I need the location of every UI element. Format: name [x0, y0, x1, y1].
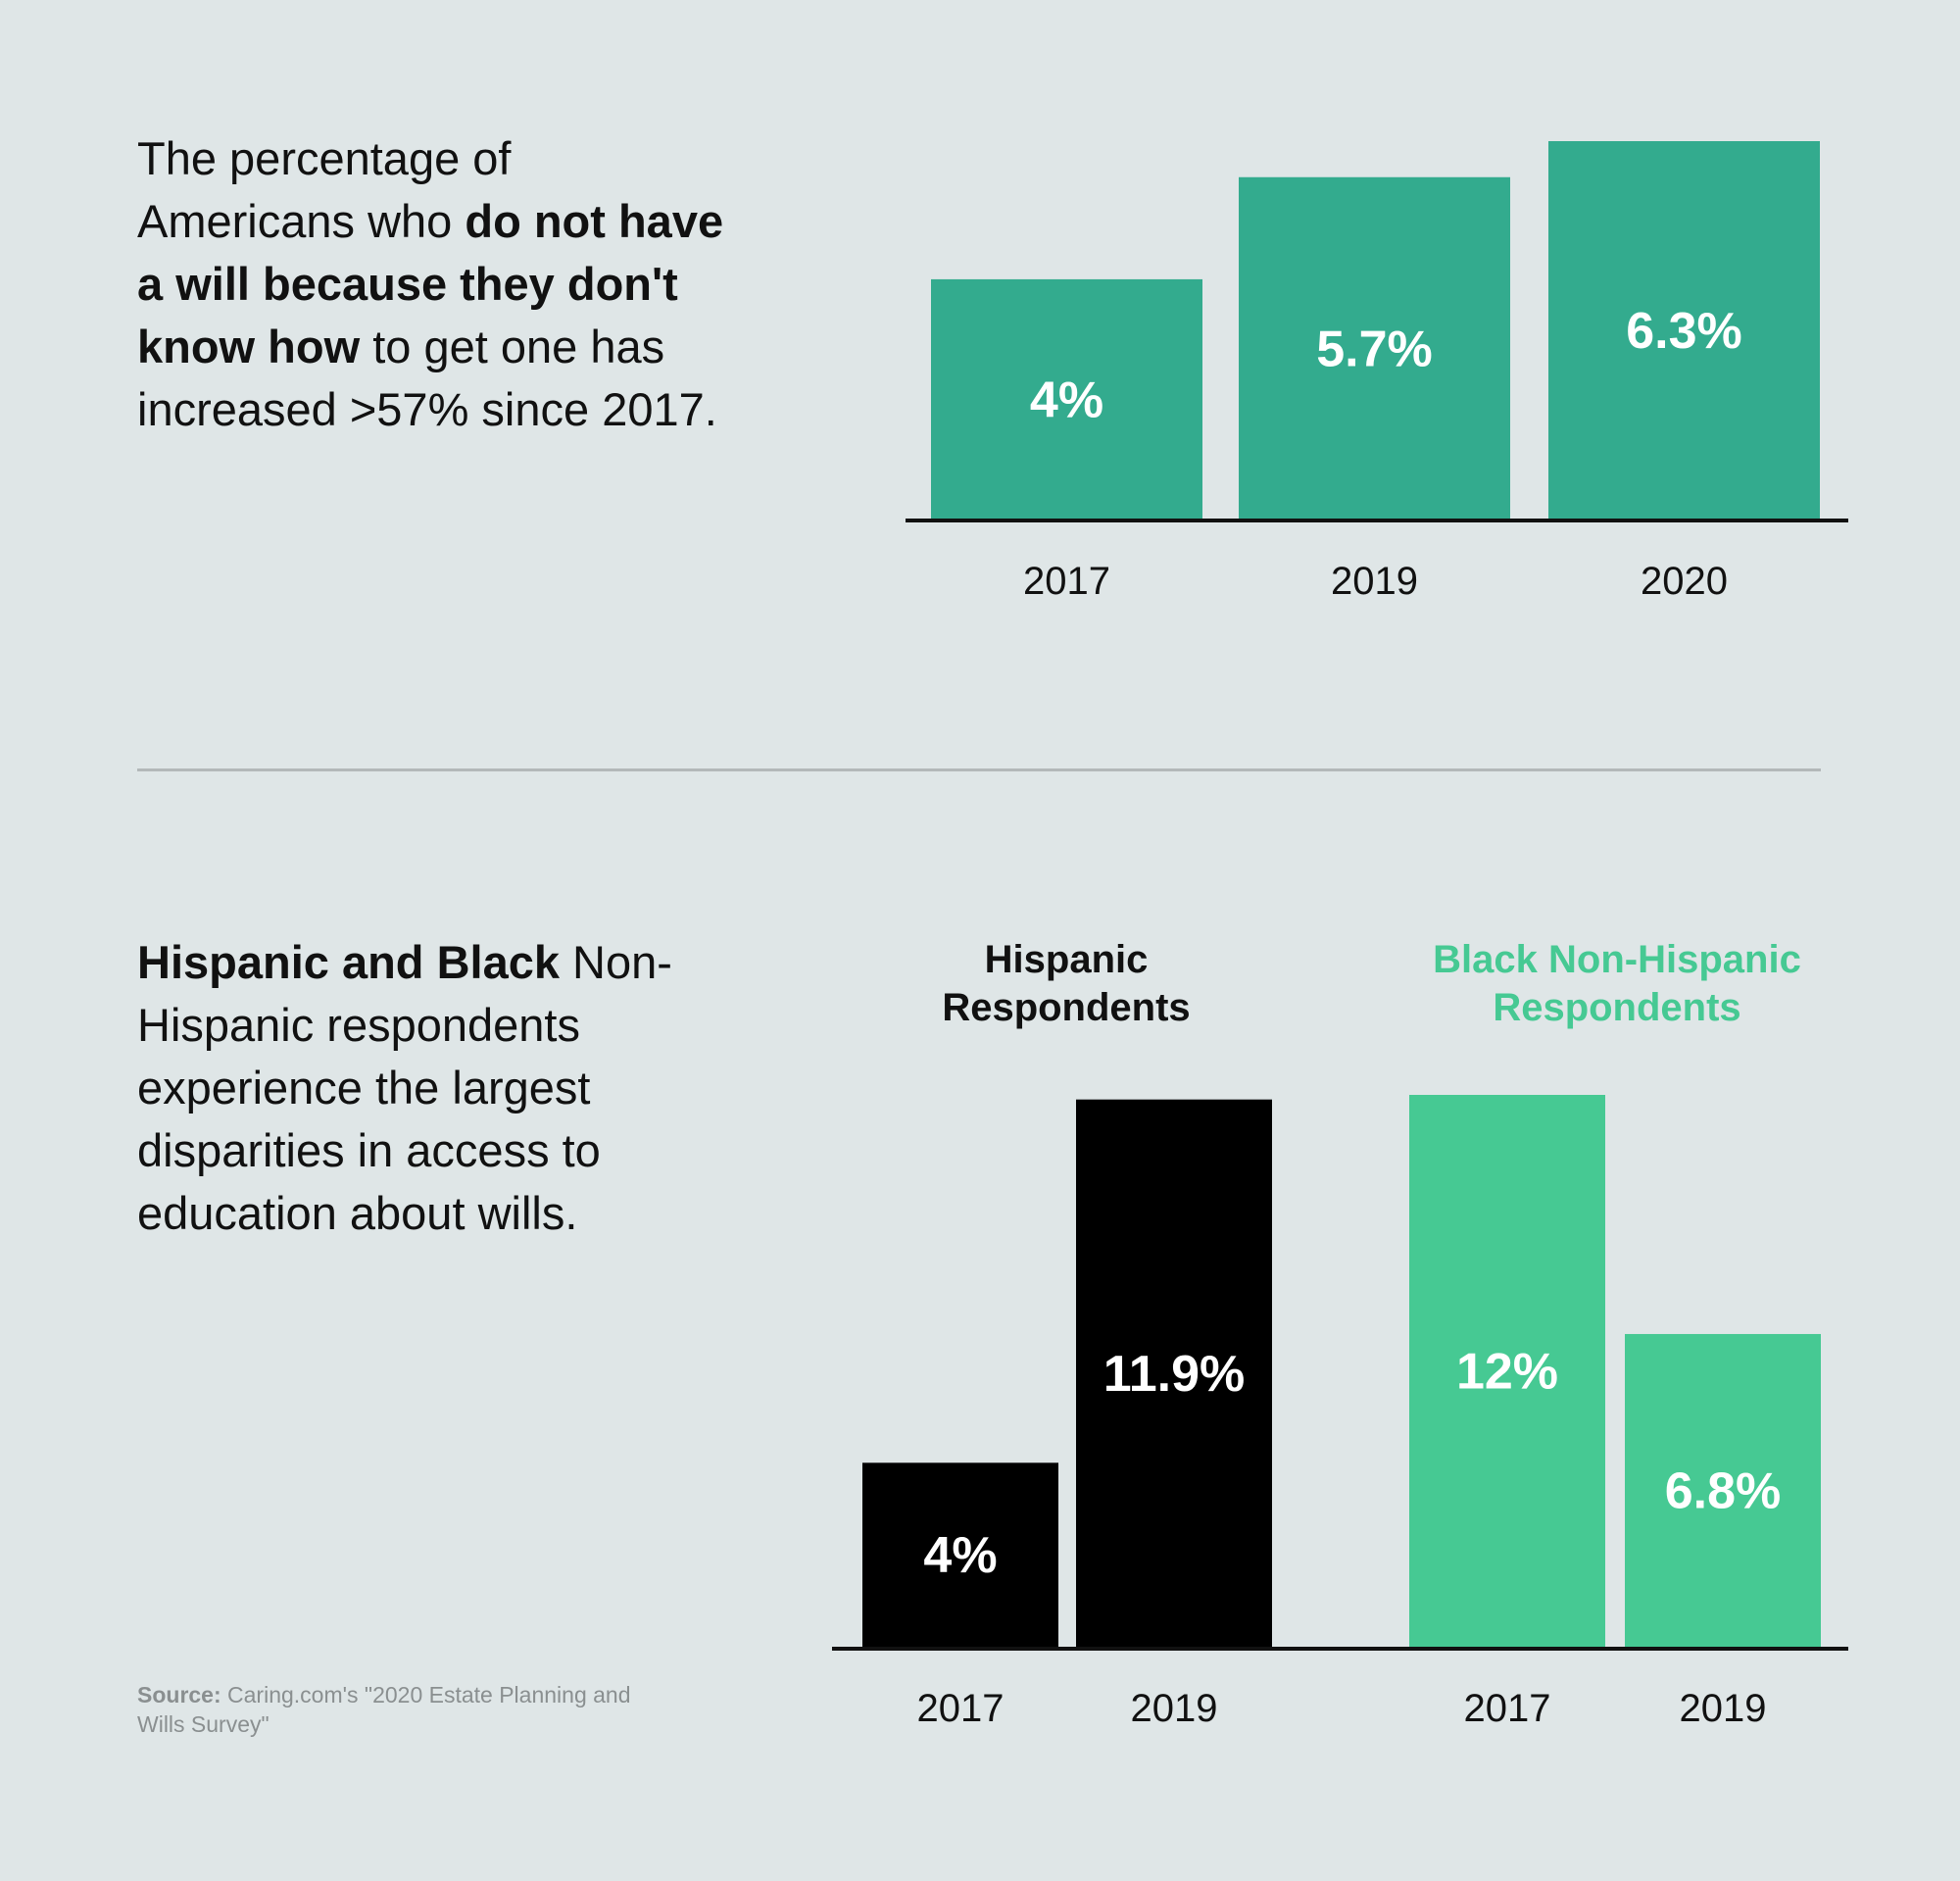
x-tick-label: 2019: [1331, 560, 1418, 603]
group-title-hispanic: Hispanic Respondents: [902, 936, 1231, 1032]
x-tick-label: 2017: [1023, 560, 1110, 603]
group-title-hispanic-line-1: Hispanic: [984, 938, 1149, 981]
bar-value-label: 4%: [1030, 371, 1103, 428]
bar-group1-2019: [1625, 1333, 1821, 1647]
section-divider: [137, 768, 1821, 771]
x-tick-label: 2017: [917, 1687, 1004, 1730]
source-note: Source: Caring.com's "2020 Estate Planni…: [137, 1680, 647, 1739]
x-tick-label: 2019: [1680, 1687, 1767, 1730]
bar-value-label: 5.7%: [1316, 321, 1433, 377]
group-title-black-non-hispanic: Black Non-Hispanic Respondents: [1401, 936, 1833, 1032]
bar-2020: [1548, 141, 1820, 520]
bar-value-label: 6.3%: [1626, 303, 1742, 360]
group-title-black-line-1: Black Non-Hispanic: [1433, 938, 1801, 981]
bar-2017: [931, 278, 1202, 520]
source-label: Source:: [137, 1682, 221, 1708]
bottom-blurb: Hispanic and Black Non-Hispanic responde…: [137, 931, 735, 1245]
source-text: Caring.com's "2020 Estate Planning and W…: [137, 1682, 631, 1737]
bar-group0-2017: [862, 1462, 1058, 1647]
top-blurb-bold: do not have a will because they don't kn…: [137, 195, 724, 372]
top-blurb-text-2: to get one has increased >57% since 2017…: [137, 321, 717, 435]
bar-value-label: 11.9%: [1103, 1346, 1246, 1403]
x-tick-label: 2017: [1464, 1687, 1551, 1730]
group-title-hispanic-line-2: Respondents: [942, 986, 1191, 1029]
top-blurb: The percentage of Americans who do not h…: [137, 127, 735, 441]
bottom-blurb-text: Non-Hispanic respondents experience the …: [137, 936, 672, 1239]
bar-value-label: 4%: [923, 1527, 997, 1584]
bar-group0-2019: [1076, 1099, 1272, 1647]
bar-value-label: 6.8%: [1665, 1462, 1782, 1519]
bar-2019: [1239, 176, 1510, 520]
bar-group1-2017: [1409, 1095, 1605, 1647]
top-blurb-text-1: The percentage of Americans who: [137, 132, 512, 247]
x-tick-label: 2020: [1641, 560, 1728, 603]
group-title-black-line-2: Respondents: [1493, 986, 1741, 1029]
bar-value-label: 12%: [1456, 1344, 1558, 1401]
bottom-blurb-bold: Hispanic and Black: [137, 936, 560, 988]
x-tick-label: 2019: [1131, 1687, 1218, 1730]
